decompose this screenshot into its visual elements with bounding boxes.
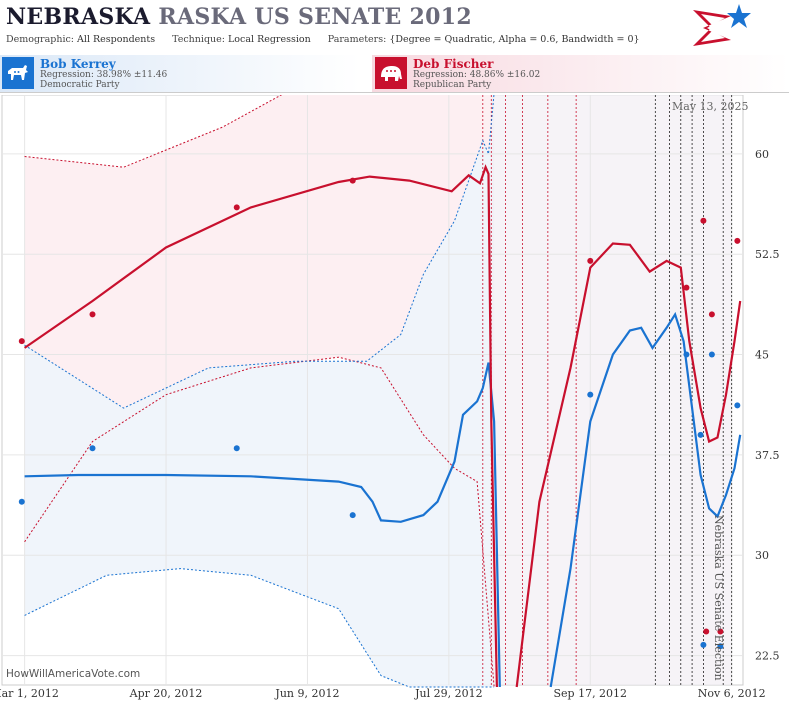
candidate-bar (0, 55, 789, 93)
dem-regression-line-late (549, 311, 742, 688)
dem-poll-point (734, 402, 741, 409)
election-annotation: Nebraska US Senate Election (712, 515, 725, 681)
dem-party: Democratic Party (40, 80, 120, 90)
dem-poll-point (708, 351, 715, 358)
dem-poll-point (700, 641, 707, 648)
dem-regression-line (24, 362, 501, 688)
technique-label: Technique: (172, 34, 225, 45)
late-band-region (491, 95, 732, 685)
rep-poll-point (89, 311, 96, 318)
x-tick-label: Nov 6, 2012 (698, 687, 766, 700)
rep-regression: Regression: 48.86% ±16.02 (413, 70, 541, 80)
parameters-label: Parameters: (327, 34, 387, 45)
dem-poll-point (587, 391, 594, 398)
rep-confidence-band (24, 95, 495, 687)
demographic-value: All Respondents (77, 34, 156, 45)
y-tick-label: 37.5 (755, 449, 780, 462)
rep-poll-point (717, 628, 724, 635)
y-tick-label: 60 (755, 148, 769, 161)
x-tick-label: Mar 1, 2012 (0, 687, 59, 700)
watermark: HowWillAmericaVote.com (6, 668, 141, 680)
rep-poll-point (734, 237, 741, 244)
donkey-icon (2, 57, 34, 89)
rep-poll-point (703, 628, 710, 635)
y-tick-label: 52.5 (755, 248, 780, 261)
x-tick-label: Jul 29, 2012 (414, 687, 483, 700)
date-stamp: May 13, 2025 (672, 100, 749, 113)
technique-value: Local Regression (228, 34, 311, 45)
y-tick-label: 30 (755, 549, 769, 562)
rep-poll-point (349, 177, 356, 184)
elephant-icon (375, 57, 407, 89)
x-tick-label: Jun 9, 2012 (274, 687, 339, 700)
x-tick-label: Apr 20, 2012 (129, 687, 203, 700)
dem-poll-point (683, 351, 690, 358)
dem-poll-point (89, 445, 96, 452)
dem-poll-point (717, 643, 724, 650)
rep-name: Deb Fischer (413, 57, 494, 71)
parameters-value: {Degree = Quadratic, Alpha = 0.6, Bandwi… (389, 34, 640, 45)
rep-poll-point (708, 311, 715, 318)
dem-name: Bob Kerrey (40, 57, 116, 71)
rep-party: Republican Party (413, 80, 492, 90)
rep-regression-line-late (515, 242, 742, 688)
chart-area: 22.5 30 37.5 45 52.5 60 Mar 1, 2012 Apr 20, 201… (0, 95, 780, 700)
dem-confidence-band (24, 95, 495, 687)
rep-poll-point (233, 204, 240, 211)
rep-poll-point (18, 338, 25, 345)
dem-poll-point (349, 512, 356, 519)
y-tick-label: 45 (755, 349, 769, 362)
demographic-label: Demographic: (6, 34, 75, 45)
site-logo (693, 4, 751, 46)
rep-poll-point (700, 217, 707, 224)
chart-title: NEBRASKA RASKA US SENATE 2012 (6, 4, 472, 30)
dem-poll-point (18, 498, 25, 505)
rep-lower-bound (24, 356, 495, 688)
rep-regression-line (23, 164, 498, 688)
rep-poll-point (683, 284, 690, 291)
title-rest: RASKA US SENATE 2012 (158, 4, 472, 30)
dem-upper-bound (24, 95, 495, 409)
parameters-line: Demographic: All Respondents Technique: … (6, 34, 640, 45)
x-tick-label: Sep 17, 2012 (553, 687, 627, 700)
dem-regression: Regression: 38.98% ±11.46 (40, 70, 168, 80)
dem-poll-point (697, 431, 704, 438)
title-state: NEBRASKA (6, 4, 151, 30)
dem-poll-point (233, 445, 240, 452)
y-tick-label: 22.5 (755, 650, 780, 663)
rep-poll-point (587, 257, 594, 264)
